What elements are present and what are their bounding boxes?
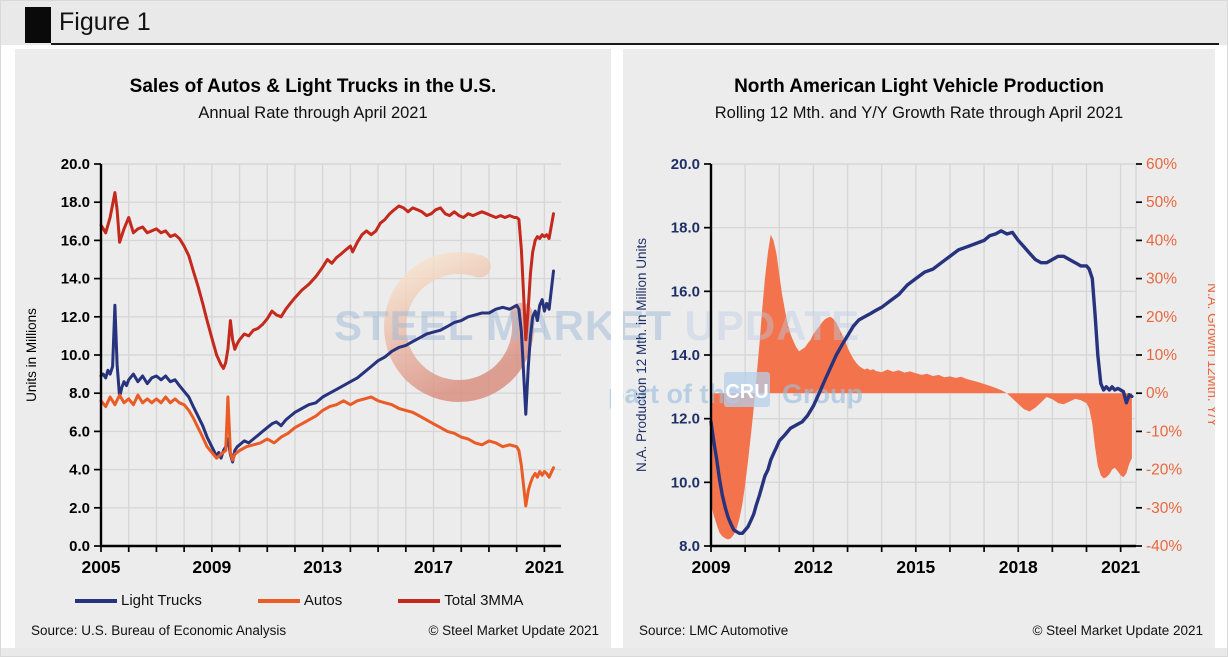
svg-text:60%: 60% xyxy=(1146,156,1177,173)
right-chart-source: Source: LMC Automotive xyxy=(639,623,789,638)
watermark-part-of-the: part of the xyxy=(608,379,611,409)
autos-line-swatch xyxy=(257,598,300,603)
bottom-strip xyxy=(1,648,1227,656)
swoosh-logo-icon xyxy=(384,252,534,402)
right-chart-subtitle: Rolling 12 Mth. and Y/Y Growth Rate thro… xyxy=(714,104,1124,122)
header-black-block xyxy=(25,7,51,43)
line-series xyxy=(709,229,1134,535)
svg-text:10%: 10% xyxy=(1146,347,1177,364)
svg-text:2009: 2009 xyxy=(692,557,731,577)
svg-text:-10%: -10% xyxy=(1146,423,1182,440)
svg-text:2021: 2021 xyxy=(1101,557,1140,577)
cru-logo-icon: CRU xyxy=(725,381,768,403)
left-chart-copyright: © Steel Market Update 2021 xyxy=(428,623,599,638)
svg-text:-40%: -40% xyxy=(1146,538,1182,555)
right-chart-copyright: © Steel Market Update 2021 xyxy=(1032,623,1203,638)
cru-box xyxy=(724,372,770,407)
watermark-part-of-the: part of the xyxy=(623,379,740,409)
production-chart: STEEL MARKET UPDATEpart of theCRUGroup8.… xyxy=(623,156,1215,577)
legend-item-light-trucks: Light Trucks xyxy=(75,592,202,609)
left-chart-footer: Source: U.S. Bureau of Economic Analysis… xyxy=(31,623,599,638)
svg-text:12.0: 12.0 xyxy=(671,411,700,428)
right-chart-title: North American Light Vehicle Production xyxy=(734,76,1104,97)
svg-text:2.0: 2.0 xyxy=(69,500,90,517)
svg-text:6.0: 6.0 xyxy=(69,423,90,440)
svg-text:16.0: 16.0 xyxy=(61,232,90,249)
svg-text:50%: 50% xyxy=(1146,194,1177,211)
svg-text:16.0: 16.0 xyxy=(671,283,700,300)
figure-label: Figure 1 xyxy=(59,8,151,36)
svg-text:0.0: 0.0 xyxy=(69,538,90,555)
sales-chart: STEEL MARKET UPDATEpart of theCRUGroup0.… xyxy=(24,156,611,577)
svg-text:N.A. Production 12 Mth. in Mil: N.A. Production 12 Mth. in Million Units xyxy=(634,238,649,472)
svg-text:20%: 20% xyxy=(1146,309,1177,326)
svg-text:Units in Millions: Units in Millions xyxy=(24,308,39,402)
svg-text:-20%: -20% xyxy=(1146,462,1182,479)
watermark-title: STEEL MARKET UPDATE xyxy=(334,302,611,349)
svg-text:2013: 2013 xyxy=(303,557,342,577)
line-series xyxy=(99,191,555,370)
legend-item-total-3mma: Total 3MMA xyxy=(398,592,523,609)
legend-label-light-trucks: Light Trucks xyxy=(121,592,202,609)
svg-text:20.0: 20.0 xyxy=(671,156,700,173)
svg-text:20.0: 20.0 xyxy=(61,156,90,173)
growth-area-series xyxy=(711,234,1132,540)
svg-text:2015: 2015 xyxy=(896,557,935,577)
svg-text:2017: 2017 xyxy=(414,557,453,577)
light-trucks-line-swatch xyxy=(75,598,117,603)
header-rule xyxy=(51,43,1219,45)
svg-text:30%: 30% xyxy=(1146,271,1177,288)
svg-text:18.0: 18.0 xyxy=(61,194,90,211)
legend-label-autos: Autos xyxy=(303,592,343,609)
svg-text:8.0: 8.0 xyxy=(679,538,700,555)
svg-text:N.A. Growth 12Mth. Y/Y: N.A. Growth 12Mth. Y/Y xyxy=(1205,283,1215,427)
svg-text:10.0: 10.0 xyxy=(671,474,700,491)
sales-chart-panel: STEEL MARKET UPDATEpart of theCRUGroup0.… xyxy=(15,49,611,649)
svg-text:0%: 0% xyxy=(1146,385,1169,402)
left-chart-title: Sales of Autos & Light Trucks in the U.S… xyxy=(129,76,497,97)
total-3mma-line-swatch xyxy=(398,598,441,603)
left-chart-subtitle: Annual Rate through April 2021 xyxy=(198,104,428,122)
svg-text:14.0: 14.0 xyxy=(61,271,90,288)
watermark-title: STEEL MARKET UPDATE xyxy=(623,302,860,349)
right-chart-footer: Source: LMC Automotive © Steel Market Up… xyxy=(639,623,1203,638)
svg-text:4.0: 4.0 xyxy=(69,462,90,479)
svg-text:40%: 40% xyxy=(1146,232,1177,249)
svg-text:18.0: 18.0 xyxy=(671,220,700,237)
plot-area: STEEL MARKET UPDATEpart of theCRUGroup0.… xyxy=(24,156,611,577)
left-chart-legend: Light Trucks Autos Total 3MMA xyxy=(75,592,523,609)
legend-label-total-3mma: Total 3MMA xyxy=(444,592,524,609)
svg-text:2012: 2012 xyxy=(794,557,833,577)
plot-area: STEEL MARKET UPDATEpart of theCRUGroup8.… xyxy=(623,156,1215,577)
svg-text:2018: 2018 xyxy=(999,557,1038,577)
left-chart-source: Source: U.S. Bureau of Economic Analysis xyxy=(31,623,287,638)
svg-text:14.0: 14.0 xyxy=(671,347,700,364)
svg-text:2005: 2005 xyxy=(82,557,121,577)
line-series xyxy=(99,269,555,464)
svg-text:2009: 2009 xyxy=(192,557,231,577)
production-chart-panel: STEEL MARKET UPDATEpart of theCRUGroup8.… xyxy=(623,49,1215,649)
svg-text:12.0: 12.0 xyxy=(61,309,90,326)
line-series xyxy=(99,393,555,508)
figure-header: Figure 1 xyxy=(1,1,1227,45)
svg-text:10.0: 10.0 xyxy=(61,347,90,364)
legend-item-autos: Autos xyxy=(257,592,343,609)
svg-text:8.0: 8.0 xyxy=(69,385,90,402)
svg-text:-30%: -30% xyxy=(1146,500,1182,517)
svg-text:2021: 2021 xyxy=(525,557,564,577)
